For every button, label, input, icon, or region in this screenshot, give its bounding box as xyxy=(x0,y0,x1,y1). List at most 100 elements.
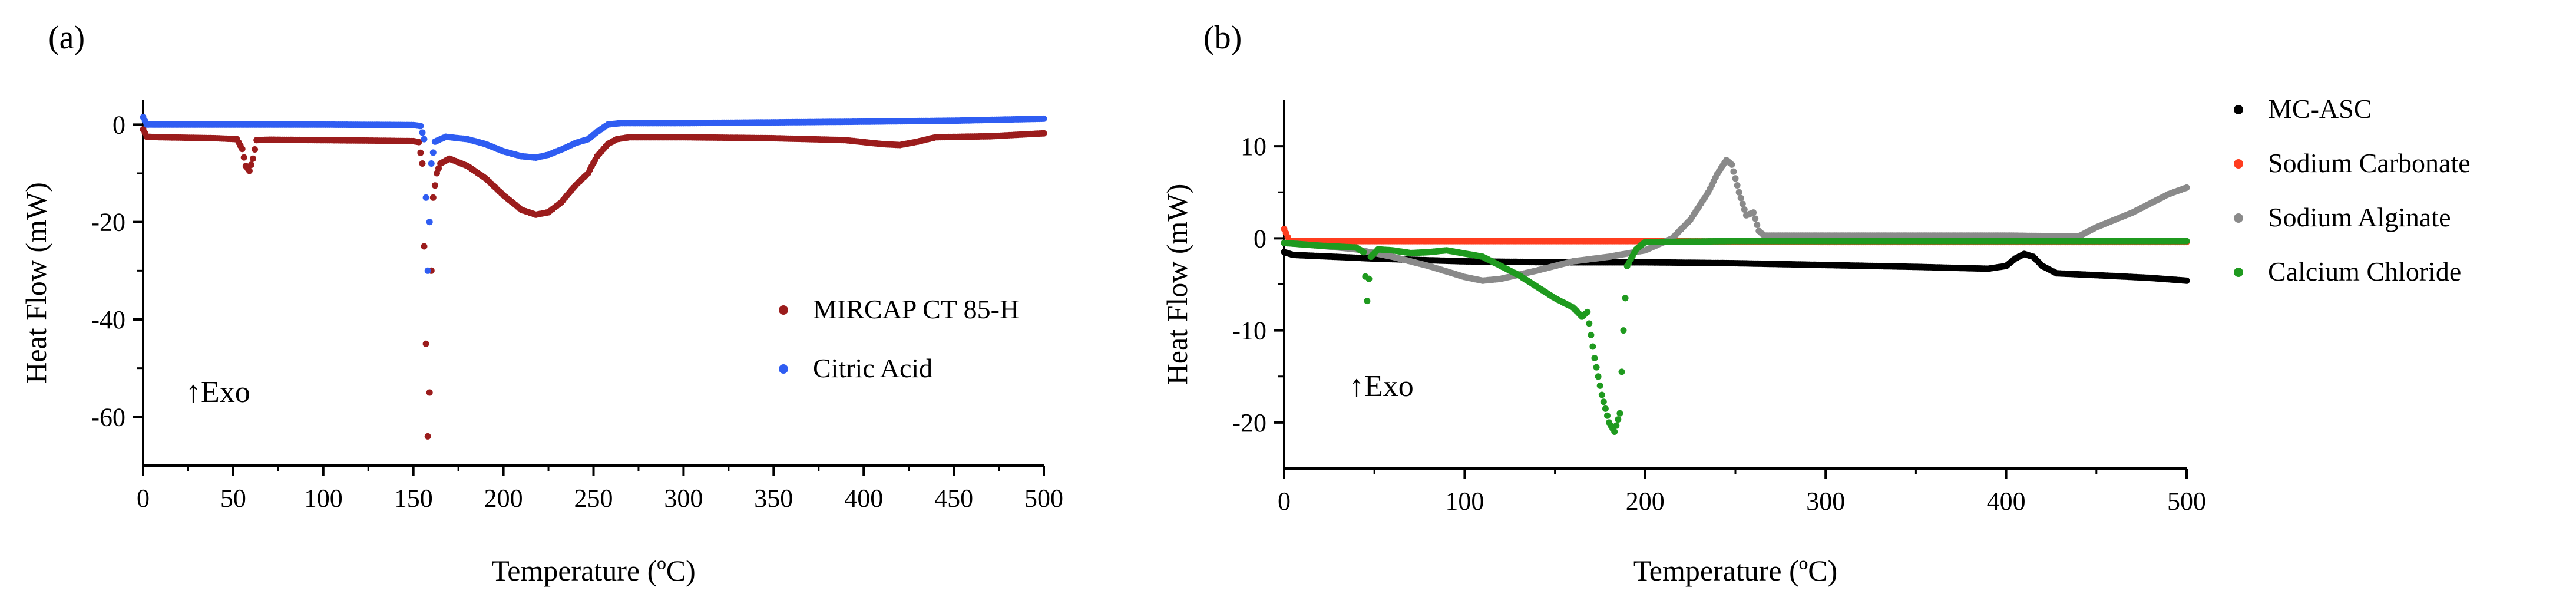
x-tick-label: 150 xyxy=(394,484,433,513)
data-point xyxy=(1741,206,1748,213)
data-point xyxy=(426,219,433,226)
data-point xyxy=(422,340,429,347)
data-point xyxy=(434,170,440,177)
data-point xyxy=(419,160,426,167)
data-point xyxy=(1364,298,1371,305)
x-tick-label: 300 xyxy=(1806,487,1845,516)
data-point xyxy=(1604,412,1611,419)
data-point xyxy=(1595,373,1602,380)
data-point xyxy=(1737,194,1744,202)
data-point xyxy=(1620,327,1627,334)
data-point xyxy=(2183,238,2190,245)
data-point xyxy=(1584,308,1591,315)
data-point xyxy=(417,123,424,130)
legend-label: Sodium Alginate xyxy=(2268,202,2451,232)
x-tick-label: 200 xyxy=(1626,487,1665,516)
y-axis-title: Heat Flow (mW) xyxy=(1160,184,1193,385)
x-tick-label: 100 xyxy=(1445,487,1484,516)
data-point xyxy=(1618,368,1625,375)
y-tick-label: 0 xyxy=(113,110,125,139)
data-point xyxy=(1040,115,1047,122)
data-point xyxy=(1593,364,1600,371)
x-tick-label: 400 xyxy=(844,484,883,513)
data-point xyxy=(1734,182,1741,189)
legend-label: Sodium Carbonate xyxy=(2268,148,2471,178)
series-citric-acid xyxy=(140,114,1047,274)
x-tick-label: 500 xyxy=(1024,484,1063,513)
exo-annotation: ↑Exo xyxy=(1349,370,1414,403)
data-point xyxy=(429,149,437,156)
series-sodium-alginate xyxy=(1281,157,2190,284)
data-point xyxy=(252,146,259,153)
series-calcium-chloride xyxy=(1281,238,2190,435)
data-point xyxy=(1591,355,1598,361)
data-point xyxy=(1739,200,1746,207)
x-tick-label: 100 xyxy=(304,484,343,513)
data-point xyxy=(240,154,247,161)
data-point xyxy=(1613,422,1620,429)
chart-a: 0 50 100 150 200 250 300 350 400 450 500 -60 -40 -20 0… xyxy=(19,100,1063,587)
y-tick-label: -20 xyxy=(91,208,125,237)
x-tick-label: 450 xyxy=(934,484,973,513)
legend-marker xyxy=(2234,268,2243,277)
data-point xyxy=(1588,331,1595,338)
panel-b-label: (b) xyxy=(1203,19,1242,56)
data-point xyxy=(2183,184,2190,191)
y-tick-label: -10 xyxy=(1232,316,1266,345)
data-point xyxy=(1732,175,1739,182)
data-point xyxy=(1616,410,1623,417)
y-tick-label: -40 xyxy=(91,305,125,334)
data-point xyxy=(1598,391,1605,398)
y-tick-label: -60 xyxy=(91,403,125,431)
data-point xyxy=(1728,161,1735,168)
data-point xyxy=(248,161,254,168)
legend-marker xyxy=(2234,213,2243,223)
legend-label: Calcium Chloride xyxy=(2268,256,2461,286)
data-point xyxy=(1754,222,1761,228)
data-point xyxy=(417,149,424,156)
y-tick-label: 0 xyxy=(1254,224,1266,253)
data-point xyxy=(239,146,246,153)
x-tick-label: 200 xyxy=(484,484,523,513)
data-point xyxy=(250,155,256,162)
data-point xyxy=(426,389,433,396)
y-tick-label: 10 xyxy=(1241,132,1266,161)
x-axis-title: Temperature (ºC) xyxy=(491,554,696,587)
data-point xyxy=(1586,320,1593,327)
data-point xyxy=(429,194,437,201)
data-point xyxy=(1589,343,1596,350)
series-mircap-ct-85-h xyxy=(140,126,1047,440)
legend-label: Citric Acid xyxy=(813,353,932,383)
x-tick-label: 250 xyxy=(574,484,613,513)
data-point xyxy=(419,129,426,136)
data-point xyxy=(1596,382,1603,389)
legend-marker xyxy=(2234,105,2243,114)
x-tick-label: 400 xyxy=(1987,487,2026,516)
x-axis-title: Temperature (ºC) xyxy=(1633,554,1838,587)
data-point xyxy=(415,139,422,146)
x-tick-label: 50 xyxy=(220,484,246,513)
data-point xyxy=(1735,189,1742,196)
legend-marker xyxy=(2234,159,2243,169)
data-point xyxy=(1611,428,1618,435)
data-point xyxy=(1615,416,1622,423)
x-tick-label: 0 xyxy=(1278,487,1291,516)
panel-a-label: (a) xyxy=(48,19,85,56)
y-tick-label: -20 xyxy=(1232,408,1266,437)
x-tick-label: 500 xyxy=(2167,487,2206,516)
data-point xyxy=(1730,168,1737,175)
x-tick-label: 300 xyxy=(664,484,703,513)
legend-label: MIRCAP CT 85-H xyxy=(813,294,1019,324)
data-point xyxy=(1602,405,1609,412)
data-point xyxy=(421,243,428,250)
data-point xyxy=(1365,275,1373,282)
x-tick-label: 0 xyxy=(137,484,150,513)
data-point xyxy=(1622,295,1629,302)
data-point xyxy=(424,267,431,274)
legend-label: MC-ASC xyxy=(2268,94,2372,124)
data-point xyxy=(428,160,435,167)
data-point xyxy=(1040,130,1047,137)
chart-b: 0 100 200 300 400 500 -20 -10 0 10 Temperature (ºC… xyxy=(1160,94,2471,587)
data-point xyxy=(424,433,431,440)
